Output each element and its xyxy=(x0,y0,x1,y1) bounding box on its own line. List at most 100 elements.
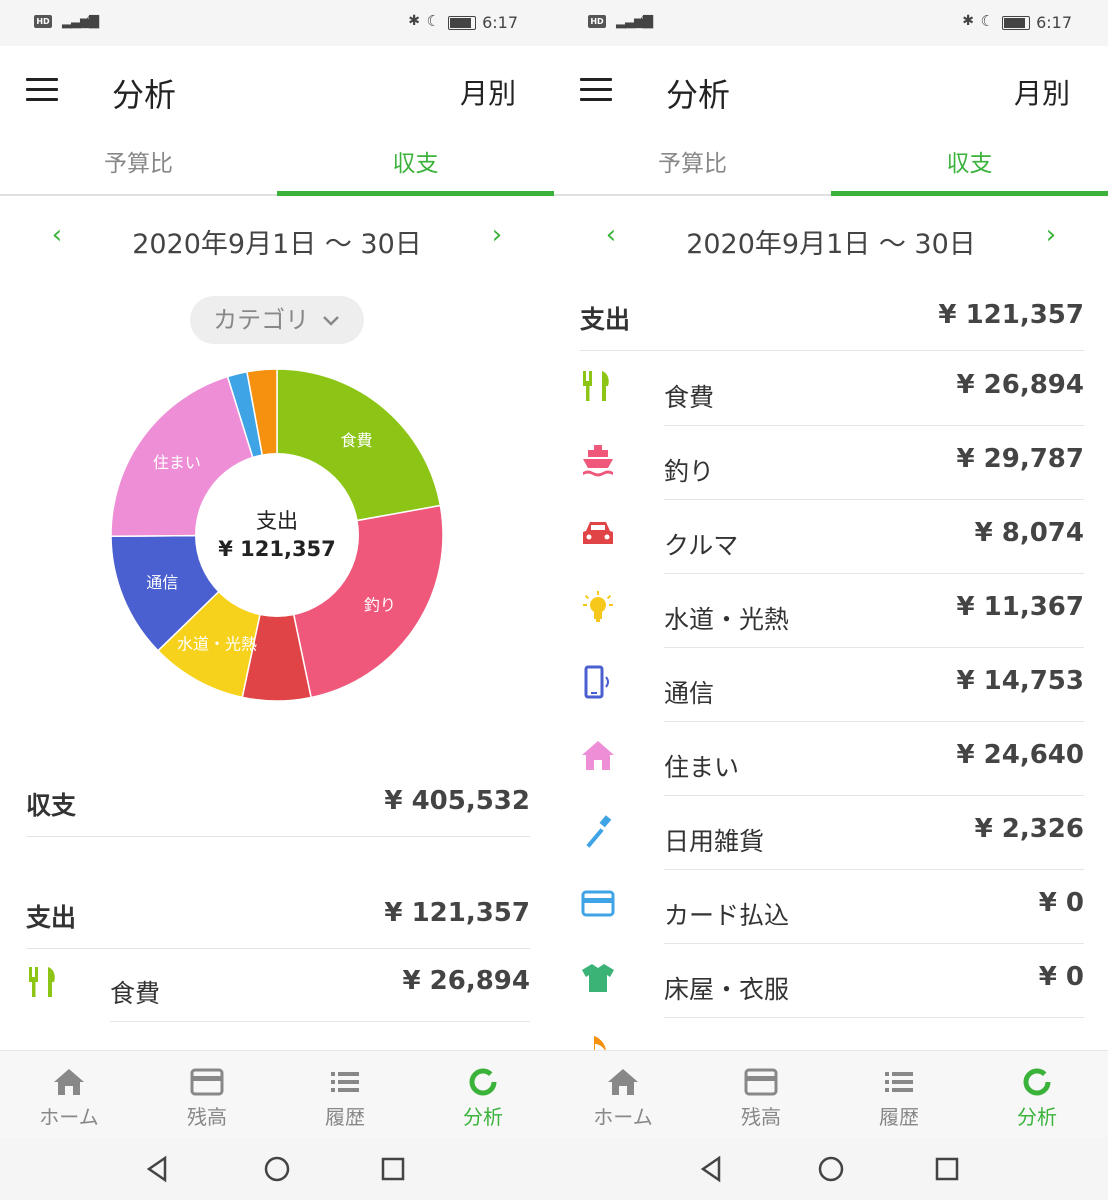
tab-budget[interactable]: 予算比 xyxy=(658,151,727,177)
category-value: ¥ 2,326 xyxy=(974,814,1084,844)
category-row[interactable]: カード払込 ¥ 0 xyxy=(554,870,1108,944)
income-expense-value: ¥ 405,532 xyxy=(384,786,530,816)
home-circle-icon[interactable] xyxy=(260,1152,294,1186)
category-label: カード払込 xyxy=(664,901,790,930)
income-expense-row[interactable]: 収支 ¥ 405,532 xyxy=(26,766,530,837)
prev-month-chevron-icon[interactable]: ‹ xyxy=(51,220,63,250)
category-value: ¥ 26,894 xyxy=(956,370,1084,400)
list-icon xyxy=(331,1072,359,1092)
moon-icon: ☾ xyxy=(426,12,440,30)
expense-label: 支出 xyxy=(26,903,77,932)
donut-center-value: ¥ 121,357 xyxy=(218,537,336,561)
status-time: 6:17 xyxy=(482,13,518,32)
moon-icon: ☾ xyxy=(980,12,994,30)
analysis-ring-icon xyxy=(469,1068,497,1096)
category-value: ¥ 24,640 xyxy=(956,740,1084,770)
category-label: クルマ xyxy=(664,531,739,560)
monthly-button[interactable]: 月別 xyxy=(1013,77,1070,110)
category-label: 水道・光熱 xyxy=(664,605,790,634)
nav-balance-label: 残高 xyxy=(741,1105,781,1129)
expense-row[interactable]: 支出 ¥ 121,357 xyxy=(26,878,530,949)
category-row[interactable]: 釣り ¥ 29,787 xyxy=(554,426,1108,500)
home-circle-icon[interactable] xyxy=(814,1152,848,1186)
expense-value: ¥ 121,357 xyxy=(384,898,530,928)
signal-icon: ▂▃▅▇ xyxy=(616,14,653,29)
left-screen: HD ▂▃▅▇ ◠ ✱ ☾ 6:17 分析 月別 予算比 収支 ‹ 2020年9… xyxy=(0,0,554,1200)
category-row[interactable]: 食費 ¥ 26,894 xyxy=(554,352,1108,426)
menu-icon[interactable] xyxy=(580,78,612,102)
nav-balance[interactable]: 残高 xyxy=(692,1051,830,1139)
signal-icon: ▂▃▅▇ xyxy=(62,14,99,29)
category-value: ¥ 0 xyxy=(1038,888,1084,918)
back-triangle-icon[interactable] xyxy=(694,1152,728,1186)
category-row[interactable]: 水道・光熱 ¥ 11,367 xyxy=(554,574,1108,648)
car-icon xyxy=(583,522,613,544)
recents-square-icon[interactable] xyxy=(376,1152,410,1186)
category-value: ¥ 0 xyxy=(1038,962,1084,992)
donut-segment-label: 通信 xyxy=(146,573,178,592)
recents-square-icon[interactable] xyxy=(930,1152,964,1186)
nav-history-label: 履歴 xyxy=(325,1105,365,1129)
nav-history[interactable]: 履歴 xyxy=(830,1051,968,1139)
analysis-ring-icon xyxy=(1023,1068,1051,1096)
nav-home-label: ホーム xyxy=(39,1105,99,1129)
donut-segment-label: 釣り xyxy=(364,595,396,614)
tab-budget[interactable]: 予算比 xyxy=(104,151,173,177)
donut-segment-label: 住まい xyxy=(153,453,201,472)
category-row[interactable]: クルマ ¥ 8,074 xyxy=(554,500,1108,574)
expense-row[interactable]: 支出 ¥ 121,357 xyxy=(580,280,1084,351)
smartphone-icon xyxy=(584,665,609,699)
status-time: 6:17 xyxy=(1036,13,1072,32)
prev-month-chevron-icon[interactable]: ‹ xyxy=(605,220,617,250)
next-month-chevron-icon[interactable]: › xyxy=(491,220,503,250)
category-dropdown-label: カテゴリ xyxy=(213,306,310,334)
right-screen: HD ▂▃▅▇ ◠ ✱ ☾ 6:17 分析 月別 予算比 収支 ‹ 2020年9… xyxy=(554,0,1108,1200)
category-row-food[interactable]: 食費 ¥ 26,894 xyxy=(0,948,554,1022)
donut-segment-label: 食費 xyxy=(341,431,373,450)
category-dropdown[interactable]: カテゴリ xyxy=(190,296,364,344)
system-nav-bar xyxy=(554,1138,1108,1200)
wifi-icon: ◠ xyxy=(86,12,99,28)
date-range: 2020年9月1日 〜 30日 xyxy=(132,229,422,260)
menu-icon[interactable] xyxy=(26,78,58,102)
category-row[interactable]: 住まい ¥ 24,640 xyxy=(554,722,1108,796)
category-row[interactable]: 床屋・衣服 ¥ 0 xyxy=(554,944,1108,1018)
hd-icon: HD xyxy=(588,15,606,28)
back-triangle-icon[interactable] xyxy=(140,1152,174,1186)
category-label: 食費 xyxy=(110,979,161,1008)
battery-icon xyxy=(448,16,476,30)
category-value: ¥ 14,753 xyxy=(956,666,1084,696)
status-bar: HD ▂▃▅▇ ◠ ✱ ☾ 6:17 xyxy=(0,0,554,46)
home-icon xyxy=(608,1069,638,1095)
category-value: ¥ 26,894 xyxy=(402,966,530,996)
nav-balance[interactable]: 残高 xyxy=(138,1051,276,1139)
nav-home[interactable]: ホーム xyxy=(554,1051,692,1139)
category-row[interactable]: 通信 ¥ 14,753 xyxy=(554,648,1108,722)
category-row[interactable]: 日用雑貨 ¥ 2,326 xyxy=(554,796,1108,870)
nav-history-label: 履歴 xyxy=(879,1105,919,1129)
nav-analysis-label: 分析 xyxy=(463,1105,503,1129)
tab-income-expense[interactable]: 収支 xyxy=(277,136,554,196)
boat-icon xyxy=(583,445,613,477)
donut-segment-label: 水道・光熱 xyxy=(177,635,257,654)
nav-analysis[interactable]: 分析 xyxy=(414,1051,552,1139)
monthly-button[interactable]: 月別 xyxy=(459,77,516,110)
bottom-nav: ホーム 残高 履歴 分析 xyxy=(0,1050,554,1139)
bottom-nav: ホーム 残高 履歴 分析 xyxy=(554,1050,1108,1139)
status-bar: HD ▂▃▅▇ ◠ ✱ ☾ 6:17 xyxy=(554,0,1108,46)
nav-history[interactable]: 履歴 xyxy=(276,1051,414,1139)
hd-icon: HD xyxy=(34,15,52,28)
system-nav-bar xyxy=(0,1138,554,1200)
date-range: 2020年9月1日 〜 30日 xyxy=(686,229,976,260)
utensils-icon xyxy=(29,967,55,997)
date-navigator: ‹ 2020年9月1日 〜 30日 › xyxy=(554,214,1108,270)
nav-home[interactable]: ホーム xyxy=(0,1051,138,1139)
nav-analysis[interactable]: 分析 xyxy=(968,1051,1106,1139)
next-month-chevron-icon[interactable]: › xyxy=(1045,220,1057,250)
card-icon xyxy=(744,1068,778,1096)
tab-income-expense[interactable]: 収支 xyxy=(831,136,1108,196)
page-title: 分析 xyxy=(112,76,177,114)
bluetooth-icon: ✱ xyxy=(408,13,420,29)
lightbulb-icon xyxy=(583,591,613,622)
